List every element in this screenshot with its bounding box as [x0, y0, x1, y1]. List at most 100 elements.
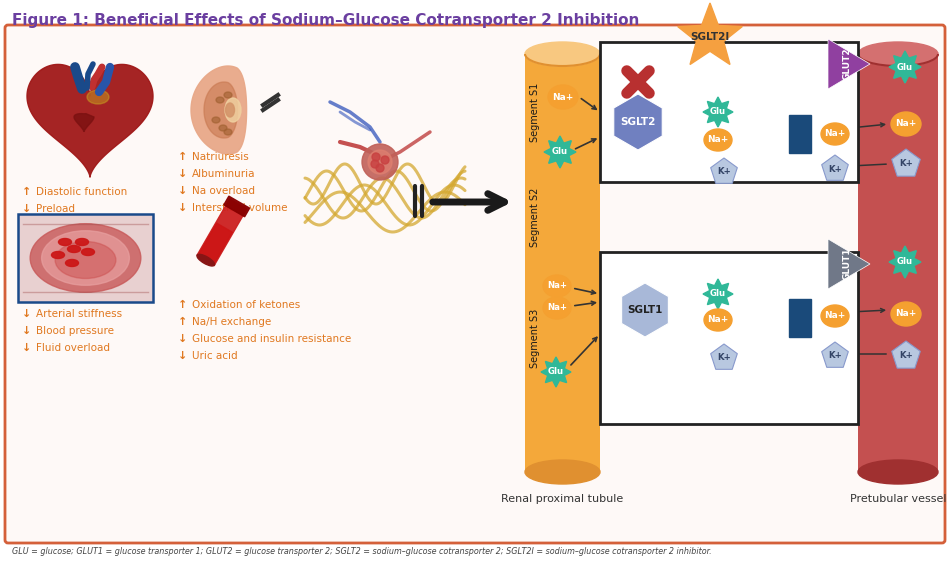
- Ellipse shape: [68, 245, 81, 252]
- Polygon shape: [544, 136, 576, 168]
- Ellipse shape: [891, 302, 921, 326]
- Ellipse shape: [821, 123, 849, 145]
- Text: Na+: Na+: [895, 309, 917, 319]
- Ellipse shape: [216, 97, 224, 103]
- Text: ↑: ↑: [178, 317, 188, 327]
- Text: Oxidation of ketones: Oxidation of ketones: [192, 300, 300, 310]
- Circle shape: [376, 164, 384, 172]
- Text: Na+: Na+: [895, 120, 917, 129]
- Ellipse shape: [58, 239, 71, 245]
- Polygon shape: [622, 283, 668, 337]
- Polygon shape: [541, 357, 571, 387]
- Text: Fluid overload: Fluid overload: [36, 343, 110, 353]
- FancyBboxPatch shape: [789, 115, 811, 153]
- Text: Na+: Na+: [552, 93, 574, 101]
- Ellipse shape: [66, 260, 78, 267]
- Polygon shape: [889, 51, 921, 83]
- Text: Na+: Na+: [547, 304, 567, 312]
- Ellipse shape: [82, 248, 94, 256]
- Text: GLUT2: GLUT2: [843, 47, 851, 80]
- Ellipse shape: [30, 224, 141, 292]
- Ellipse shape: [858, 42, 938, 66]
- Polygon shape: [822, 155, 848, 180]
- Ellipse shape: [704, 309, 732, 331]
- Text: ↓: ↓: [22, 309, 31, 319]
- Text: GLU = glucose; GLUT1 = glucose transporter 1; GLUT2 = glucose transporter 2; SGL: GLU = glucose; GLUT1 = glucose transport…: [12, 547, 712, 556]
- Text: Diastolic function: Diastolic function: [36, 187, 128, 197]
- Circle shape: [381, 156, 389, 164]
- Text: SGLT2I: SGLT2I: [690, 32, 729, 42]
- Circle shape: [368, 150, 392, 174]
- Circle shape: [362, 144, 398, 180]
- Polygon shape: [614, 94, 663, 150]
- Ellipse shape: [821, 305, 849, 327]
- Text: K+: K+: [828, 352, 842, 360]
- Text: SGLT2: SGLT2: [621, 117, 656, 127]
- FancyBboxPatch shape: [858, 54, 938, 472]
- Text: Figure 1: Beneficial Effects of Sodium–Glucose Cotransporter 2 Inhibition: Figure 1: Beneficial Effects of Sodium–G…: [12, 13, 640, 28]
- Text: Na/H exchange: Na/H exchange: [192, 317, 271, 327]
- Text: Interstitial volume: Interstitial volume: [192, 203, 288, 213]
- Ellipse shape: [548, 85, 578, 109]
- Ellipse shape: [75, 239, 89, 245]
- Ellipse shape: [704, 129, 732, 151]
- Text: Na+: Na+: [824, 129, 845, 138]
- Ellipse shape: [543, 297, 571, 319]
- FancyBboxPatch shape: [600, 42, 858, 182]
- Ellipse shape: [858, 460, 938, 484]
- Text: ↑: ↑: [178, 152, 188, 162]
- Text: Glu: Glu: [897, 62, 913, 72]
- Text: Hypertrophy: Hypertrophy: [36, 255, 101, 265]
- Text: Glu: Glu: [710, 289, 726, 299]
- Ellipse shape: [197, 255, 214, 266]
- Polygon shape: [822, 342, 848, 367]
- Ellipse shape: [224, 92, 232, 98]
- Polygon shape: [711, 344, 737, 370]
- Text: Segment S1: Segment S1: [530, 82, 540, 142]
- Text: ↓: ↓: [22, 326, 31, 336]
- FancyBboxPatch shape: [18, 214, 153, 302]
- Text: Segment S2: Segment S2: [530, 187, 540, 247]
- Polygon shape: [892, 341, 921, 368]
- Text: ↓: ↓: [178, 186, 188, 196]
- Text: K+: K+: [828, 165, 842, 173]
- Text: ↓: ↓: [178, 334, 188, 344]
- Text: Na overload: Na overload: [192, 186, 255, 196]
- Text: Na+: Na+: [707, 316, 728, 324]
- Text: Blood pressure: Blood pressure: [36, 326, 114, 336]
- Polygon shape: [74, 114, 94, 132]
- Ellipse shape: [87, 90, 109, 104]
- Polygon shape: [711, 158, 737, 184]
- Text: Glucose and insulin resistance: Glucose and insulin resistance: [192, 334, 351, 344]
- Text: K+: K+: [717, 168, 731, 177]
- Text: ↓: ↓: [22, 343, 31, 353]
- Ellipse shape: [225, 98, 241, 122]
- Text: Natriuresis: Natriuresis: [192, 152, 248, 162]
- Text: Glu: Glu: [710, 108, 726, 117]
- Polygon shape: [27, 65, 153, 177]
- Text: ↓: ↓: [178, 169, 188, 179]
- Polygon shape: [199, 223, 232, 263]
- FancyBboxPatch shape: [789, 299, 811, 337]
- Ellipse shape: [525, 42, 600, 66]
- FancyBboxPatch shape: [5, 25, 945, 543]
- Text: ↓: ↓: [178, 351, 188, 361]
- Ellipse shape: [42, 231, 129, 285]
- Text: GLUT1: GLUT1: [843, 248, 851, 280]
- Ellipse shape: [891, 112, 921, 136]
- Circle shape: [372, 153, 380, 161]
- Text: ↓: ↓: [178, 203, 188, 213]
- Text: Pretubular vessel: Pretubular vessel: [850, 494, 946, 504]
- Text: ↓: ↓: [22, 238, 31, 248]
- Polygon shape: [191, 66, 247, 154]
- Ellipse shape: [51, 252, 65, 259]
- Polygon shape: [892, 149, 921, 176]
- Ellipse shape: [543, 275, 571, 297]
- Text: ↑: ↑: [178, 300, 188, 310]
- Text: Uric acid: Uric acid: [192, 351, 238, 361]
- Ellipse shape: [219, 125, 227, 131]
- Text: Glu: Glu: [548, 367, 565, 376]
- Text: ↓: ↓: [22, 255, 31, 265]
- Polygon shape: [204, 82, 238, 138]
- Text: ↓: ↓: [22, 221, 31, 231]
